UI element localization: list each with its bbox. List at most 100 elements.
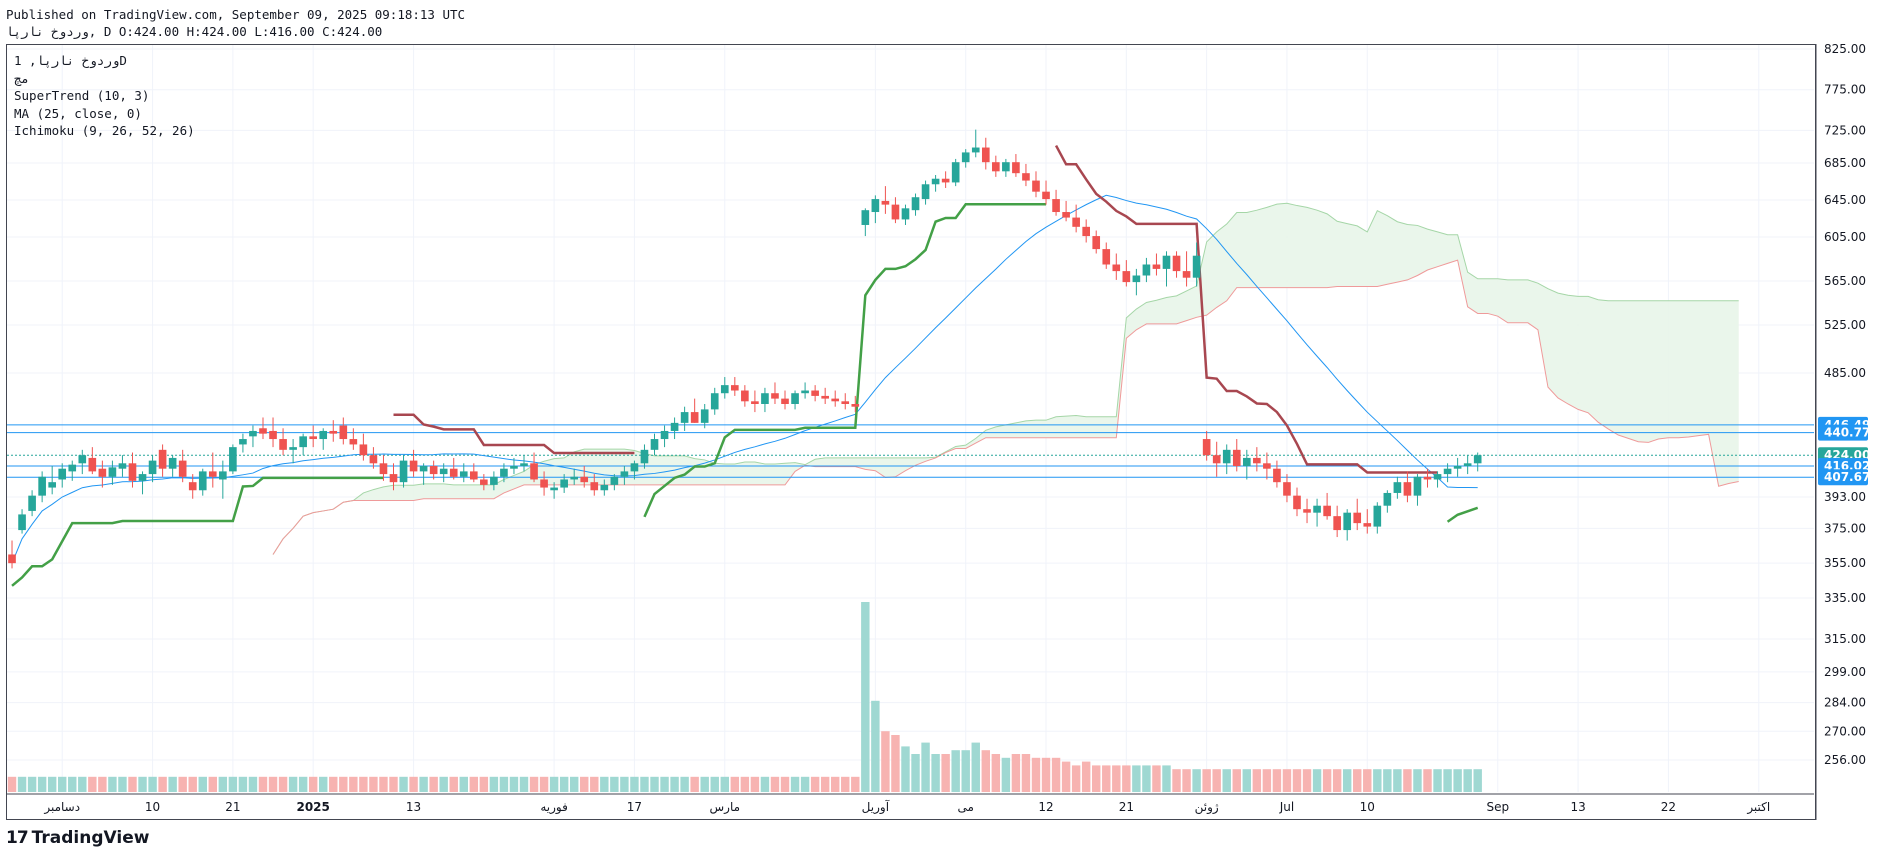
supertrend-line[interactable] <box>1054 144 1438 474</box>
candle-body[interactable] <box>981 147 990 163</box>
candle-body[interactable] <box>700 409 709 423</box>
legend-ma[interactable]: MA (25, close, 0) <box>14 105 142 121</box>
candle-body[interactable] <box>1072 217 1080 227</box>
candle-body[interactable] <box>1122 271 1131 283</box>
candle-body[interactable] <box>1212 455 1221 464</box>
candle-body[interactable] <box>349 439 358 445</box>
candle-body[interactable] <box>941 178 950 183</box>
candle-body[interactable] <box>1443 468 1452 475</box>
candle-body[interactable] <box>319 430 328 440</box>
candle-body[interactable] <box>1453 466 1462 469</box>
candle-body[interactable] <box>680 412 689 423</box>
candle-body[interactable] <box>389 474 398 483</box>
candle-body[interactable] <box>269 430 277 440</box>
candle-body[interactable] <box>469 471 478 480</box>
candle-body[interactable] <box>1192 255 1201 278</box>
candle-body[interactable] <box>570 476 579 480</box>
candle-body[interactable] <box>289 447 297 450</box>
candle-body[interactable] <box>640 449 649 464</box>
candle-body[interactable] <box>480 479 488 485</box>
candle-body[interactable] <box>379 463 388 475</box>
candle-body[interactable] <box>630 463 639 472</box>
supertrend-line[interactable] <box>393 413 635 455</box>
candle-body[interactable] <box>1393 482 1402 493</box>
candle-body[interactable] <box>1313 505 1321 513</box>
candle-body[interactable] <box>299 436 307 448</box>
candle-body[interactable] <box>1403 482 1412 496</box>
candle-body[interactable] <box>439 468 448 475</box>
candle-body[interactable] <box>1112 264 1121 272</box>
candle-body[interactable] <box>48 482 56 488</box>
candle-body[interactable] <box>229 447 237 472</box>
candle-body[interactable] <box>851 404 860 407</box>
candle-body[interactable] <box>520 463 528 466</box>
candle-body[interactable] <box>1042 191 1050 200</box>
legend-symbol[interactable]: وردوخ نارپا, 1D <box>14 53 127 68</box>
candle-body[interactable] <box>138 474 147 481</box>
candle-body[interactable] <box>279 439 287 450</box>
candle-body[interactable] <box>1182 271 1191 278</box>
candle-body[interactable] <box>1473 455 1482 464</box>
candle-body[interactable] <box>1172 255 1181 272</box>
candle-body[interactable] <box>821 395 829 399</box>
candle-body[interactable] <box>1162 255 1171 269</box>
candle-body[interactable] <box>1353 512 1362 524</box>
candle-body[interactable] <box>801 390 809 394</box>
candle-body[interactable] <box>670 422 679 431</box>
candle-body[interactable] <box>710 393 719 410</box>
candle-body[interactable] <box>1032 180 1040 192</box>
candle-body[interactable] <box>690 412 699 423</box>
candle-body[interactable] <box>500 468 508 477</box>
candle-body[interactable] <box>720 385 729 394</box>
candle-body[interactable] <box>841 401 850 404</box>
candle-body[interactable] <box>961 152 970 163</box>
candle-body[interactable] <box>1343 512 1352 531</box>
candle-body[interactable] <box>600 484 609 491</box>
candle-body[interactable] <box>1012 162 1020 174</box>
candle-body[interactable] <box>540 479 548 488</box>
candle-body[interactable] <box>510 466 518 469</box>
candle-body[interactable] <box>831 398 840 402</box>
candle-body[interactable] <box>1052 199 1060 213</box>
candle-body[interactable] <box>891 204 900 220</box>
candle-body[interactable] <box>98 468 107 477</box>
candle-body[interactable] <box>78 455 87 464</box>
candle-body[interactable] <box>901 208 910 220</box>
candle-body[interactable] <box>781 398 789 404</box>
candle-body[interactable] <box>771 393 779 399</box>
candle-body[interactable] <box>951 162 960 183</box>
candle-body[interactable] <box>1323 505 1331 517</box>
candle-body[interactable] <box>490 476 498 485</box>
candle-body[interactable] <box>861 210 870 225</box>
candle-body[interactable] <box>1423 476 1432 480</box>
candle-body[interactable] <box>1283 482 1291 496</box>
candle-body[interactable] <box>108 467 117 477</box>
candle-body[interactable] <box>188 482 197 491</box>
candle-body[interactable] <box>1082 226 1090 237</box>
supertrend-line[interactable] <box>643 203 1047 518</box>
candle-body[interactable] <box>118 463 127 469</box>
candle-body[interactable] <box>208 471 217 477</box>
candle-body[interactable] <box>1293 495 1301 510</box>
supertrend-line[interactable] <box>1446 506 1479 523</box>
candle-body[interactable] <box>1383 492 1392 506</box>
candle-body[interactable] <box>992 162 1000 172</box>
candle-body[interactable] <box>1263 463 1271 469</box>
candle-body[interactable] <box>1062 212 1070 218</box>
candle-body[interactable] <box>1092 236 1101 250</box>
candle-body[interactable] <box>38 476 46 496</box>
candle-body[interactable] <box>530 463 538 480</box>
candle-body[interactable] <box>650 439 659 450</box>
candle-body[interactable] <box>751 401 759 404</box>
candle-body[interactable] <box>871 199 880 213</box>
candle-body[interactable] <box>741 390 749 402</box>
candle-body[interactable] <box>660 430 669 440</box>
candle-body[interactable] <box>58 468 67 480</box>
candle-body[interactable] <box>249 430 257 437</box>
candle-body[interactable] <box>881 200 890 205</box>
candle-body[interactable] <box>1373 505 1382 527</box>
candle-body[interactable] <box>610 476 619 485</box>
tradingview-logo[interactable]: 17 TradingView <box>6 828 149 848</box>
candle-body[interactable] <box>620 471 629 477</box>
candle-body[interactable] <box>178 460 187 477</box>
